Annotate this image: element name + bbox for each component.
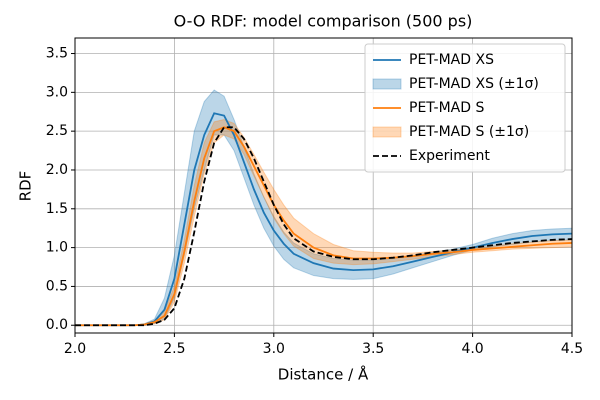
legend-swatch [372,126,402,138]
x-tick-label: 3.0 [263,341,285,357]
legend-label: PET-MAD S (±1σ) [409,124,529,140]
legend-label: PET-MAD XS [409,52,494,68]
x-tick-label: 3.5 [362,341,384,357]
y-tick-label: 0.0 [46,317,68,333]
x-tick-label: 4.0 [461,341,483,357]
y-tick-label: 1.0 [46,240,68,256]
band [75,118,572,326]
x-tick-label: 4.5 [561,341,583,357]
y-tick-label: 2.5 [46,123,68,139]
legend-swatch [372,78,402,90]
y-tick-label: 0.5 [46,278,68,294]
chart-title: O-O RDF: model comparison (500 ps) [174,12,473,31]
plot-frame [74,37,573,334]
x-axis-label: Distance / Å [278,365,369,384]
y-tick-label: 3.5 [46,46,68,62]
legend-box [364,43,566,173]
band [75,89,572,326]
line [75,112,572,327]
legend-label: PET-MAD S [409,100,484,116]
y-tick-label: 3.0 [46,84,68,100]
y-axis-label: RDF [17,171,35,202]
y-tick-label: 2.0 [46,162,68,178]
line [75,126,572,327]
x-tick-label: 2.0 [64,341,86,357]
legend-label: Experiment [409,148,490,164]
legend-label: PET-MAD XS (±1σ) [409,76,539,92]
x-tick-label: 2.5 [163,341,185,357]
y-tick-label: 1.5 [46,201,68,217]
